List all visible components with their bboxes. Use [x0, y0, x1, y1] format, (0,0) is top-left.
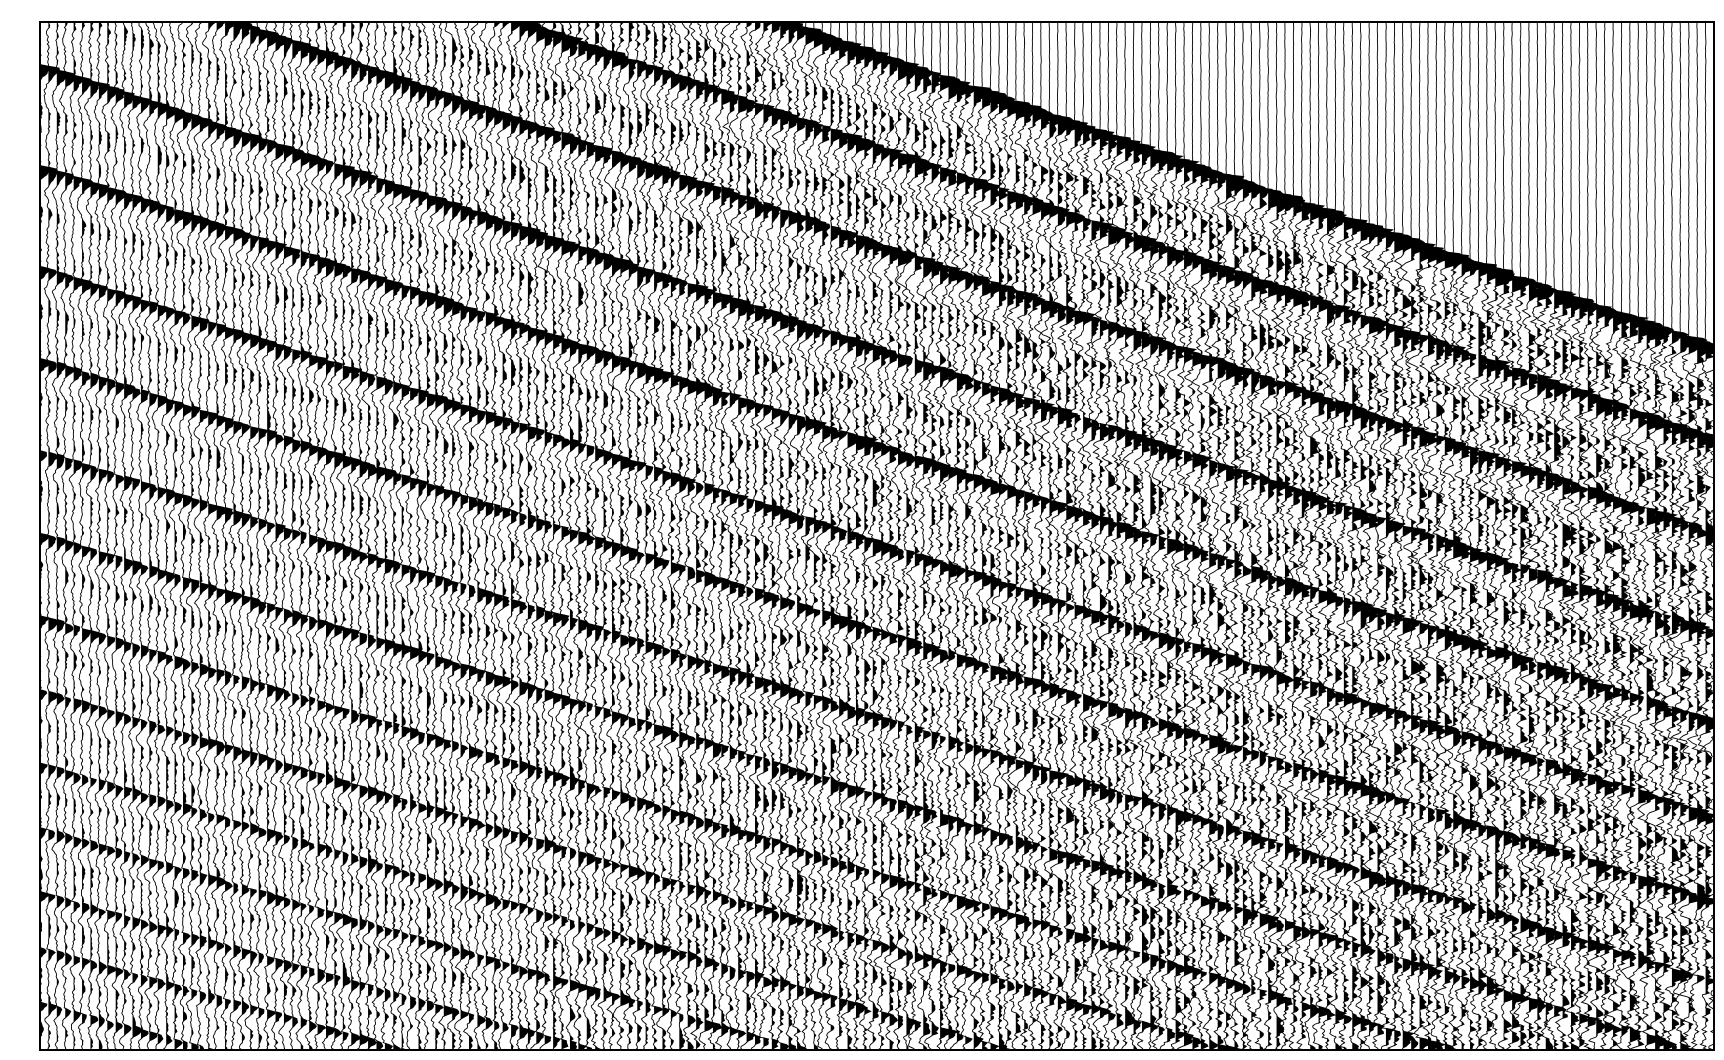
seismic-wiggle-plot [0, 0, 1724, 1060]
